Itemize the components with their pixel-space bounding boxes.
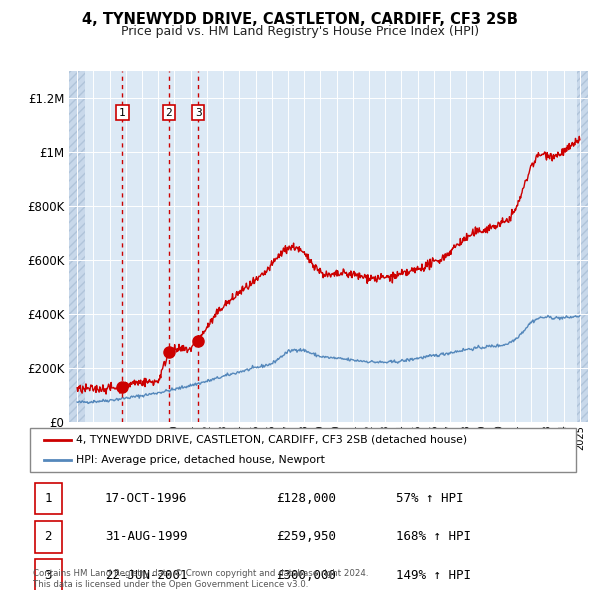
Bar	[69, 71, 85, 422]
Bar	[577, 71, 588, 422]
Text: £128,000: £128,000	[276, 492, 336, 505]
Text: 4, TYNEWYDD DRIVE, CASTLETON, CARDIFF, CF3 2SB: 4, TYNEWYDD DRIVE, CASTLETON, CARDIFF, C…	[82, 12, 518, 27]
Text: 17-OCT-1996: 17-OCT-1996	[105, 492, 187, 505]
Text: 149% ↑ HPI: 149% ↑ HPI	[396, 569, 471, 582]
Text: 57% ↑ HPI: 57% ↑ HPI	[396, 492, 464, 505]
Text: 4, TYNEWYDD DRIVE, CASTLETON, CARDIFF, CF3 2SB (detached house): 4, TYNEWYDD DRIVE, CASTLETON, CARDIFF, C…	[76, 435, 467, 445]
Text: 168% ↑ HPI: 168% ↑ HPI	[396, 530, 471, 543]
Text: Price paid vs. HM Land Registry's House Price Index (HPI): Price paid vs. HM Land Registry's House …	[121, 25, 479, 38]
Text: 2: 2	[44, 530, 52, 543]
Text: 2: 2	[166, 107, 172, 117]
Text: 3: 3	[44, 569, 52, 582]
Text: 1: 1	[119, 107, 126, 117]
Text: £259,950: £259,950	[276, 530, 336, 543]
Text: £300,000: £300,000	[276, 569, 336, 582]
Text: Contains HM Land Registry data © Crown copyright and database right 2024.
This d: Contains HM Land Registry data © Crown c…	[33, 569, 368, 589]
Text: 31-AUG-1999: 31-AUG-1999	[105, 530, 187, 543]
Text: HPI: Average price, detached house, Newport: HPI: Average price, detached house, Newp…	[76, 455, 325, 465]
Text: 3: 3	[195, 107, 202, 117]
Text: 22-JUN-2001: 22-JUN-2001	[105, 569, 187, 582]
Text: 1: 1	[44, 492, 52, 505]
